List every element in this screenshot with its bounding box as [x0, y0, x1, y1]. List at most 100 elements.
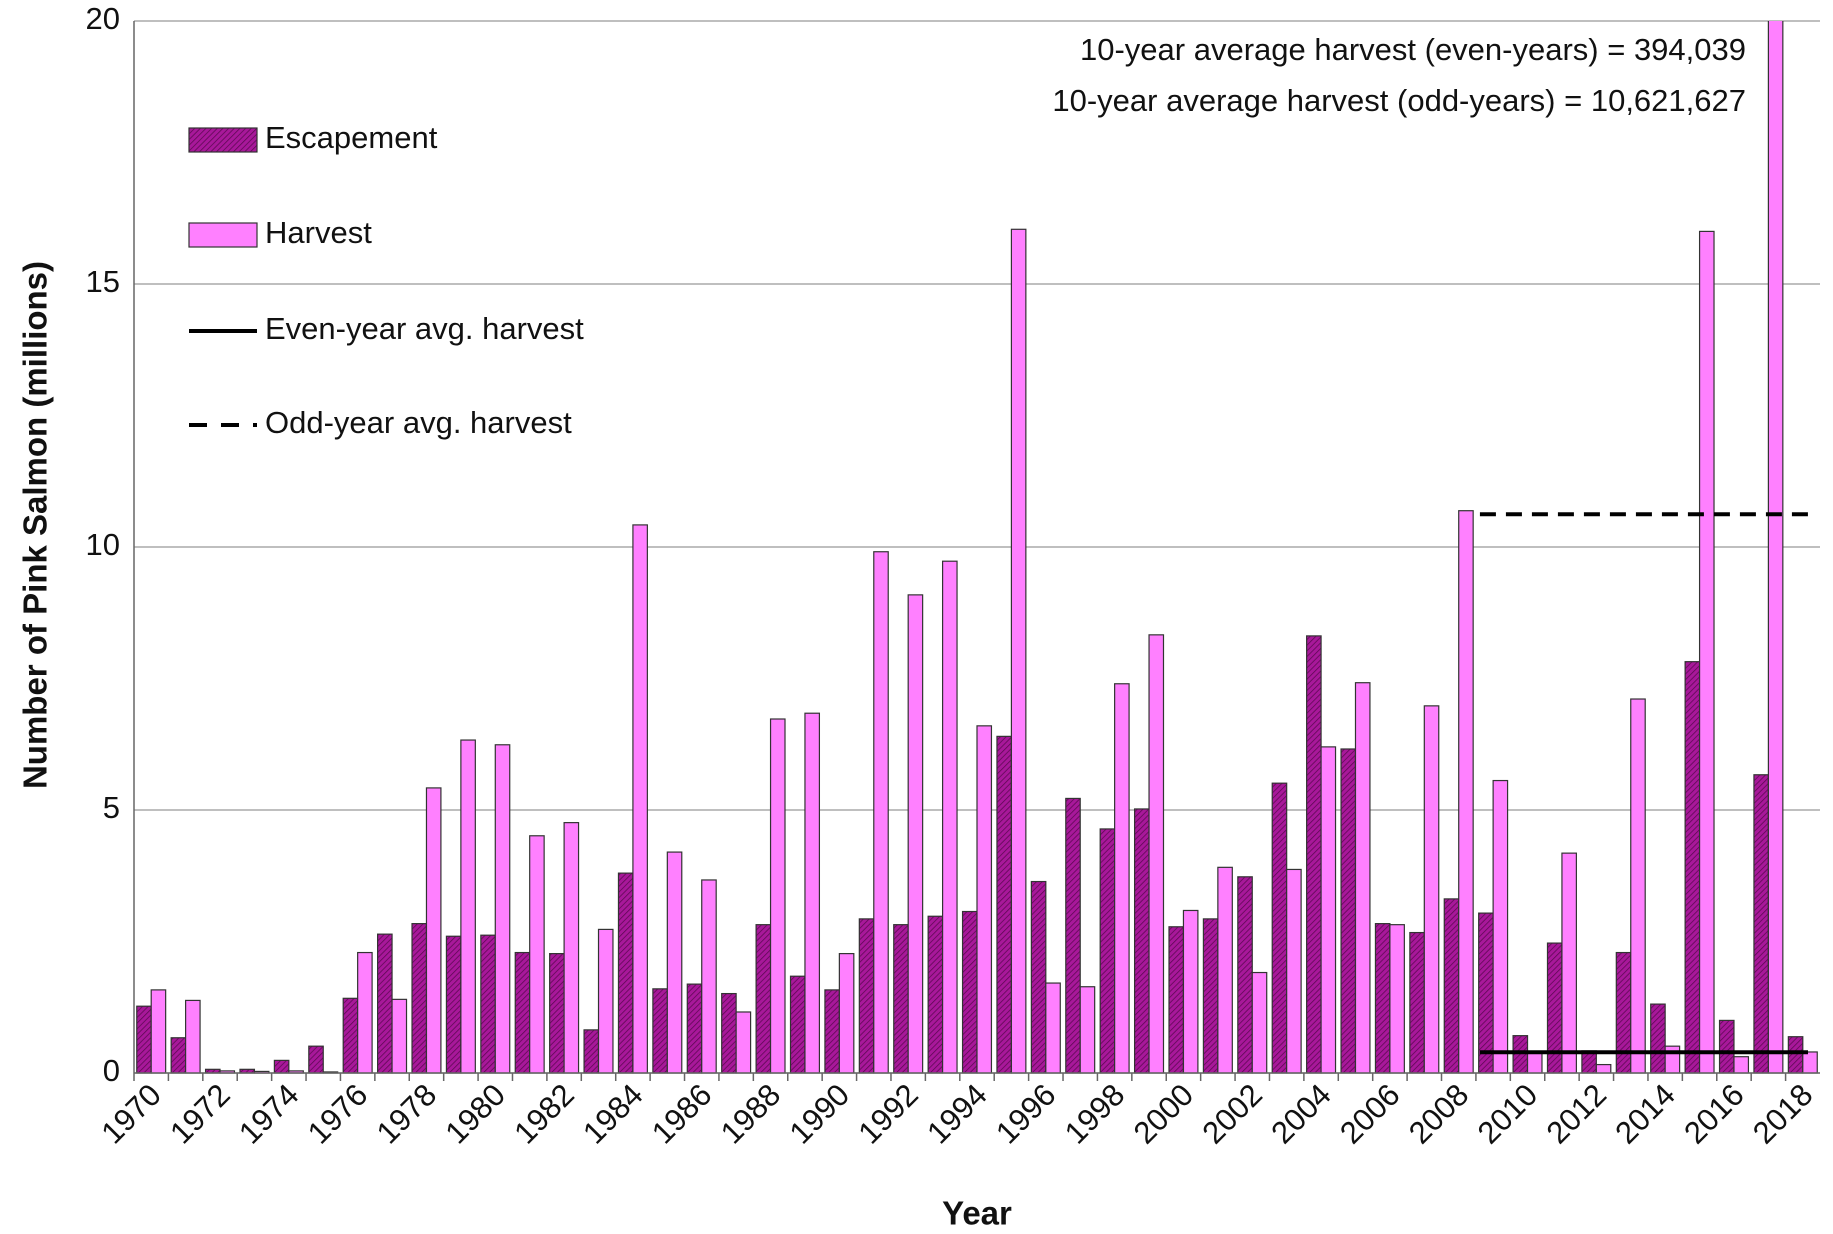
x-tick-label: 1978	[370, 1077, 444, 1151]
legend-swatch	[188, 127, 258, 153]
bar	[529, 835, 545, 1074]
bar	[1114, 683, 1130, 1074]
bar	[1010, 228, 1027, 1074]
bar	[549, 952, 565, 1074]
bar	[377, 933, 393, 1074]
bar	[1718, 1019, 1735, 1074]
x-tick-label: 1992	[851, 1077, 925, 1151]
bar	[1045, 982, 1061, 1074]
bar	[1217, 866, 1233, 1074]
bar	[1561, 852, 1577, 1074]
bar	[342, 997, 359, 1074]
bar	[686, 983, 703, 1074]
y-tick-label: 5	[103, 790, 120, 825]
bar	[1423, 705, 1440, 1074]
bar	[1492, 779, 1509, 1074]
bar	[391, 998, 408, 1074]
x-tick-label: 2014	[1608, 1077, 1682, 1151]
bar	[563, 822, 580, 1074]
bar	[617, 872, 634, 1074]
x-tick-label: 2018	[1746, 1077, 1820, 1151]
x-tick-label: 1998	[1058, 1077, 1132, 1151]
bar	[907, 594, 924, 1074]
y-tick-label: 20	[86, 1, 120, 36]
bar	[1202, 918, 1219, 1074]
bar	[666, 851, 683, 1074]
bar	[721, 992, 737, 1074]
bar	[1320, 746, 1337, 1074]
bar	[1595, 1063, 1612, 1074]
bar	[1630, 698, 1646, 1074]
bar	[1340, 748, 1357, 1074]
x-tick-label: 1994	[920, 1077, 994, 1151]
bar	[445, 935, 462, 1074]
bar	[597, 928, 614, 1074]
bar	[1802, 1051, 1818, 1074]
annotation: 10-year average harvest (odd-years) = 10…	[1052, 83, 1746, 118]
bar	[769, 718, 786, 1074]
bar	[1354, 682, 1371, 1074]
legend-label: Escapement	[265, 120, 438, 155]
x-tick-label: 1996	[989, 1077, 1063, 1151]
bar	[1286, 868, 1302, 1074]
bar	[1168, 926, 1185, 1074]
bar	[858, 918, 875, 1074]
x-tick-label: 1974	[232, 1077, 306, 1151]
bar	[838, 952, 855, 1074]
annotation: 10-year average harvest (even-years) = 3…	[1080, 32, 1746, 67]
plot-area	[136, 21, 1818, 1074]
bar	[1409, 931, 1425, 1074]
bar	[308, 1045, 324, 1074]
x-tick-label: 1976	[301, 1077, 375, 1151]
x-tick-label: 2012	[1540, 1077, 1614, 1151]
bar	[1787, 1036, 1804, 1074]
bar	[136, 1005, 152, 1074]
x-tick-label: 1980	[439, 1077, 513, 1151]
bar	[411, 923, 428, 1074]
bar	[996, 735, 1013, 1074]
bar	[494, 744, 511, 1074]
x-tick-label: 1972	[163, 1077, 237, 1151]
x-tick-label: 2010	[1471, 1077, 1545, 1151]
bar	[804, 712, 821, 1074]
bar	[893, 924, 909, 1074]
bar	[1664, 1045, 1681, 1074]
bar	[480, 934, 496, 1074]
bar	[1237, 876, 1253, 1074]
bar	[1251, 971, 1268, 1074]
bar	[735, 1011, 752, 1074]
bar	[1374, 923, 1391, 1074]
bar	[755, 924, 772, 1074]
x-tick-label: 1988	[714, 1077, 788, 1151]
bar	[1389, 924, 1405, 1074]
x-tick-label: 1984	[576, 1077, 650, 1151]
x-tick-label: 2006	[1333, 1077, 1407, 1151]
bar	[1133, 808, 1150, 1074]
bar	[1512, 1035, 1529, 1074]
bar	[824, 989, 840, 1074]
bar	[1065, 797, 1081, 1074]
y-tick-label: 15	[86, 264, 120, 299]
bar	[1478, 912, 1494, 1074]
bar	[460, 739, 476, 1074]
y-axis-label: Number of Pink Salmon (millions)	[17, 261, 54, 789]
bar	[1650, 1003, 1666, 1074]
bar	[941, 560, 958, 1074]
bar	[150, 989, 167, 1074]
legend-label: Odd-year avg. harvest	[265, 405, 572, 440]
bar	[789, 975, 806, 1074]
x-tick-label: 2008	[1402, 1077, 1476, 1151]
x-tick-label: 2004	[1264, 1077, 1338, 1151]
bar	[1271, 782, 1288, 1074]
bar	[873, 551, 889, 1074]
x-tick-label: 1982	[507, 1077, 581, 1151]
bar	[1526, 1051, 1543, 1074]
bar	[514, 951, 531, 1074]
bar	[701, 879, 717, 1074]
bar	[1698, 230, 1715, 1074]
bar	[1182, 909, 1199, 1074]
bar	[927, 915, 944, 1074]
bar	[1615, 951, 1632, 1074]
bar	[425, 787, 442, 1074]
y-tick-label: 10	[86, 527, 120, 562]
